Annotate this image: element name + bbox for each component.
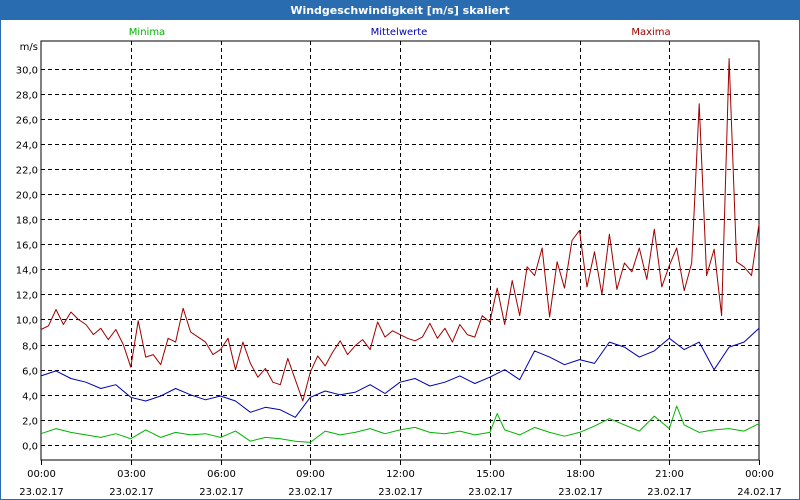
y-tick-label: 12,0 bbox=[16, 291, 38, 302]
x-tick-date: 23.02.17 bbox=[647, 487, 692, 498]
x-tick-time: 00:00 bbox=[27, 469, 56, 480]
series-line-mittelwerte bbox=[40, 327, 760, 418]
x-tick-time: 00:00 bbox=[745, 469, 774, 480]
y-tick-label: 0,0 bbox=[22, 442, 38, 453]
y-tick-label: 2,0 bbox=[22, 417, 38, 428]
x-tick-time: 21:00 bbox=[655, 469, 684, 480]
y-tick-label: 24,0 bbox=[16, 141, 38, 152]
x-tick-date: 23.02.17 bbox=[558, 487, 603, 498]
y-tick-label: 6,0 bbox=[22, 367, 38, 378]
x-tick-date: 24.02.17 bbox=[737, 487, 782, 498]
x-tick-time: 18:00 bbox=[566, 469, 595, 480]
legend-minima: Minima bbox=[129, 27, 165, 38]
x-tick-date: 23.02.17 bbox=[378, 487, 423, 498]
y-tick-label: 22,0 bbox=[16, 166, 38, 177]
y-tick-label: 26,0 bbox=[16, 116, 38, 127]
y-tick-label: 18,0 bbox=[16, 216, 38, 227]
x-tick-time: 03:00 bbox=[117, 469, 146, 480]
legend-maxima: Maxima bbox=[631, 27, 670, 38]
series-line-minima bbox=[40, 405, 760, 443]
y-tick-label: 30,0 bbox=[16, 66, 38, 77]
y-tick-label: 4,0 bbox=[22, 392, 38, 403]
y-tick-label: 10,0 bbox=[16, 316, 38, 327]
y-tick-label: 14,0 bbox=[16, 266, 38, 277]
x-tick-time: 12:00 bbox=[386, 469, 415, 480]
x-tick-date: 23.02.17 bbox=[468, 487, 513, 498]
x-tick-time: 09:00 bbox=[296, 469, 325, 480]
x-tick-date: 23.02.17 bbox=[109, 487, 154, 498]
x-tick-date: 23.02.17 bbox=[19, 487, 64, 498]
series-line-maxima bbox=[40, 58, 760, 402]
x-tick-time: 06:00 bbox=[207, 469, 236, 480]
y-tick-label: 28,0 bbox=[16, 91, 38, 102]
window-title: Windgeschwindigkeit [m/s] skaliert bbox=[1, 1, 799, 20]
legend-mittelwerte: Mittelwerte bbox=[371, 27, 428, 38]
y-axis-unit: m/s bbox=[20, 42, 38, 53]
y-tick-label: 8,0 bbox=[22, 342, 38, 353]
x-tick-date: 23.02.17 bbox=[199, 487, 244, 498]
plot-area bbox=[40, 40, 760, 461]
y-tick-label: 20,0 bbox=[16, 191, 38, 202]
x-tick-time: 15:00 bbox=[476, 469, 505, 480]
y-tick-label: 16,0 bbox=[16, 241, 38, 252]
x-tick-date: 23.02.17 bbox=[288, 487, 333, 498]
